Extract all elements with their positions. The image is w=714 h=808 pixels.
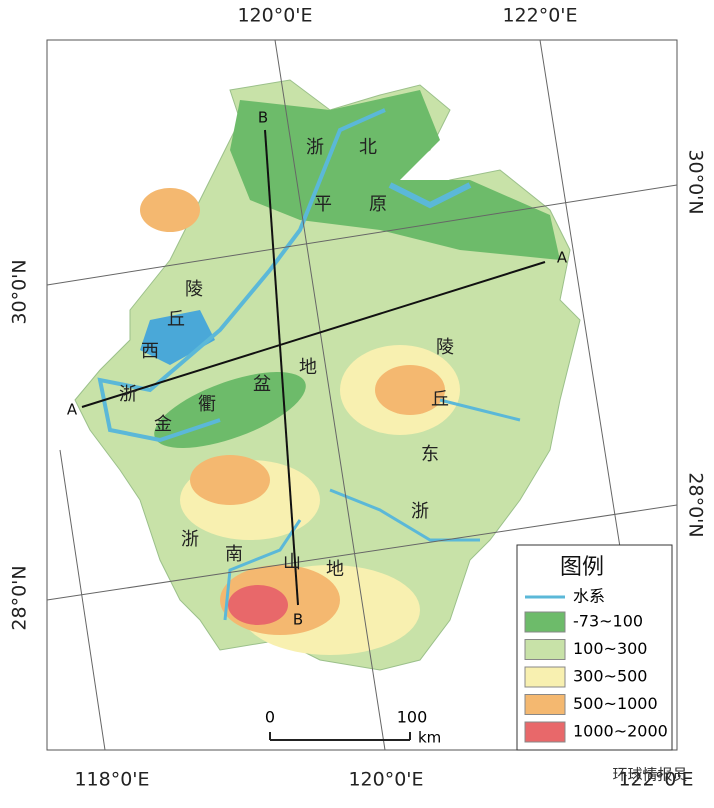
region-label: 原 — [369, 194, 387, 215]
legend-label: 300~500 — [573, 667, 647, 686]
region-label: 浙 — [306, 137, 324, 158]
region-label: 东 — [421, 444, 439, 465]
legend-swatch — [524, 721, 566, 743]
legend-swatch — [524, 639, 566, 660]
profile-lines — [81, 129, 546, 606]
graticule-label: 30°0'N — [9, 259, 31, 324]
region-label: 金 — [154, 414, 172, 435]
terrain — [74, 79, 581, 671]
graticule-label: 120°0'E — [348, 769, 423, 791]
scale-label: 100 — [397, 708, 428, 727]
region-label: 浙 — [181, 529, 199, 550]
legend-label: 100~300 — [573, 639, 647, 658]
region-label: 丘 — [167, 309, 185, 330]
profile-label: A — [67, 401, 78, 419]
region-label: 山 — [283, 552, 301, 573]
graticule-label: 118°0'E — [74, 769, 149, 791]
region-label: 西 — [141, 341, 159, 362]
legend-label: -73~100 — [573, 612, 643, 631]
region-label: 浙 — [119, 384, 137, 405]
region-label: 陵 — [185, 279, 203, 300]
region-label: 北 — [359, 137, 377, 158]
scale-unit: km — [418, 729, 441, 747]
graticule-label: 30°0'N — [685, 149, 707, 214]
profile-label: B — [258, 109, 268, 127]
graticule-label: 122°0'E — [502, 5, 577, 27]
region-label: 浙 — [411, 501, 429, 522]
legend-swatch — [524, 694, 566, 715]
profile-label: B — [293, 611, 303, 629]
legend-title: 图例 — [560, 555, 604, 580]
scale-label: 0 — [265, 708, 275, 727]
region-label: 地 — [326, 559, 344, 580]
graticule-label: 28°0'N — [9, 565, 31, 630]
legend-label: 500~1000 — [573, 694, 658, 713]
region-label: 地 — [299, 357, 317, 378]
profile-label: A — [557, 249, 568, 267]
region-label: 平 — [314, 194, 332, 215]
graticule-label: 28°0'N — [685, 472, 707, 537]
watermark: 环球情报员 — [612, 766, 687, 784]
graticule-label: 122°0'E — [618, 769, 693, 791]
legend-swatch — [524, 611, 566, 633]
region-label: 盆 — [253, 374, 271, 395]
region-label: 南 — [225, 544, 243, 565]
graticule-label: 120°0'E — [237, 5, 312, 27]
legend-swatch — [524, 666, 566, 688]
legend-label: 1000~2000 — [573, 722, 668, 741]
region-label: 丘 — [431, 389, 449, 410]
region-label: 衢 — [198, 394, 216, 415]
legend-water-label: 水系 — [573, 587, 605, 606]
region-label: 陵 — [436, 337, 454, 358]
